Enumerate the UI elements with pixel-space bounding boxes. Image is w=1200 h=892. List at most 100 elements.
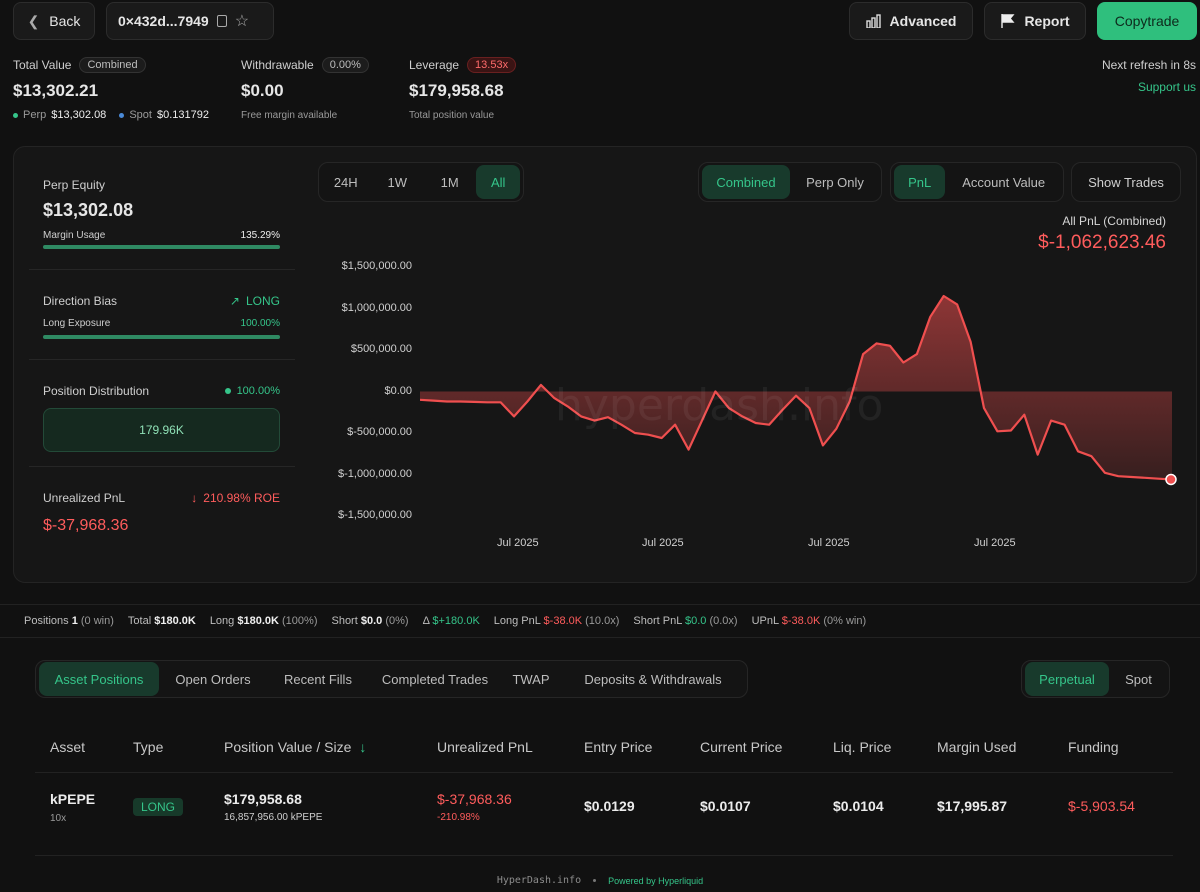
withdrawable-block: Withdrawable 0.00% $0.00 Free margin ava… (241, 57, 369, 121)
unrealized-pnl-section: Unrealized PnL ↓ 210.98% ROE $-37,968.36 (43, 491, 280, 534)
y-tick: $-1,000,000.00 (337, 467, 412, 480)
leverage-badge: 13.53x (467, 57, 517, 73)
footer-site[interactable]: HyperDash.info (496, 875, 582, 886)
range-24h[interactable]: 24H (333, 174, 358, 190)
x-tick: Jul 2025 (642, 537, 684, 549)
divider (35, 772, 1173, 773)
divider (29, 269, 295, 270)
pnl-total: $-1,062,623.46 (1038, 232, 1166, 253)
margin-used: $17,995.87 (937, 798, 1008, 814)
report-button[interactable]: Report (984, 2, 1086, 40)
tab-recent-fills[interactable]: Recent Fills (284, 671, 352, 687)
back-button[interactable]: ❮ Back (13, 2, 95, 40)
col-funding: Funding (1068, 739, 1119, 755)
direction-bias-section: Direction Bias ↗ LONG Long Exposure 100.… (43, 294, 280, 339)
mode-selector: Combined Perp Only (698, 162, 882, 202)
footer-separator (593, 879, 597, 882)
margin-usage-value: 135.29% (240, 230, 280, 241)
flag-icon (1001, 14, 1015, 28)
withdrawable-badge: 0.00% (321, 57, 369, 73)
refresh-countdown: Next refresh in 8s (1101, 58, 1196, 72)
y-tick: $-1,500,000.00 (337, 509, 412, 521)
divider (29, 359, 295, 360)
pnl-chart[interactable] (420, 256, 1180, 526)
tab-asset-positions[interactable]: Asset Positions (39, 662, 159, 696)
pnl-line (420, 294, 1173, 481)
tab-completed-trades[interactable]: Completed Trades (381, 671, 489, 687)
perp-value: $13,302.08 (51, 109, 107, 121)
tab-perpetual[interactable]: Perpetual (1025, 662, 1109, 696)
position-value: $179,958.68 (224, 791, 302, 807)
tab-deposits-withdrawals[interactable]: Deposits & Withdrawals (584, 671, 722, 687)
col-unrealized-pnl: Unrealized PnL (437, 739, 533, 755)
current-price: $0.0107 (700, 798, 751, 814)
y-tick: $500,000.00 (350, 343, 412, 355)
position-distribution-bar[interactable]: 179.96K (43, 408, 280, 452)
position-size: 16,857,956.00 kPEPE (224, 812, 323, 823)
pnl-endpoint[interactable] (1165, 473, 1177, 486)
range-all[interactable]: All (476, 165, 520, 199)
green-dot-icon (224, 388, 231, 394)
tab-open-orders[interactable]: Open Orders (175, 671, 251, 687)
perp-dot (13, 112, 18, 118)
wallet-address: 0×432d...7949 (118, 13, 209, 29)
col-asset: Asset (50, 739, 86, 755)
metric-selector: PnL Account Value (890, 162, 1064, 202)
type-badge: LONG (133, 798, 184, 816)
unrealized-pnl-value: $-37,968.36 (43, 517, 129, 534)
range-1w[interactable]: 1W (387, 174, 407, 190)
col-margin-used: Margin Used (937, 739, 1017, 755)
range-1m[interactable]: 1M (440, 174, 459, 190)
mode-perp-only[interactable]: Perp Only (806, 174, 864, 190)
x-tick: Jul 2025 (497, 537, 539, 549)
y-tick: $1,000,000.00 (341, 301, 412, 314)
direction-bias-value: LONG (245, 294, 280, 308)
asset-leverage: 10x (50, 813, 67, 824)
y-tick: $-500,000.00 (347, 426, 412, 438)
show-trades-button[interactable]: Show Trades (1071, 162, 1181, 202)
total-value-label: Total Value (13, 58, 72, 72)
long-exposure-bar (43, 335, 280, 339)
col-current-price: Current Price (700, 739, 783, 755)
star-icon[interactable]: ☆ (234, 13, 250, 30)
copy-icon[interactable] (216, 15, 227, 27)
tab-twap[interactable]: TWAP (512, 671, 550, 687)
col-entry-price: Entry Price (584, 739, 653, 755)
total-value-block: Total Value Combined $13,302.21 Perp $13… (13, 57, 209, 121)
copytrade-button[interactable]: Copytrade (1097, 2, 1197, 40)
arrow-down-icon: ↓ (191, 491, 198, 505)
tab-spot[interactable]: Spot (1125, 671, 1152, 687)
withdrawable-value: $0.00 (241, 81, 284, 100)
y-tick: $0.00 (384, 384, 412, 397)
chevron-left-icon: ❮ (27, 12, 40, 29)
address-chip[interactable]: 0×432d...7949 ☆ (106, 2, 274, 40)
footer-powered[interactable]: Powered by Hyperliquid (608, 875, 704, 886)
divider (0, 637, 1200, 638)
perp-equity-value: $13,302.08 (43, 200, 134, 220)
col-liq-price: Liq. Price (833, 739, 892, 755)
x-tick: Jul 2025 (974, 537, 1016, 549)
advanced-button[interactable]: Advanced (849, 2, 973, 40)
time-range-selector: 24H 1W 1M All (318, 162, 524, 202)
metric-pnl[interactable]: PnL (894, 165, 946, 199)
long-exposure-value: 100.00% (240, 318, 280, 329)
y-tick: $1,500,000.00 (341, 260, 412, 272)
unrealized-pnl: $-37,968.36 (437, 791, 512, 807)
col-position-value[interactable]: Position Value / Size ↓ (224, 739, 367, 755)
overview-card (13, 146, 1197, 583)
liq-price: $0.0104 (833, 798, 884, 814)
sort-down-icon[interactable]: ↓ (359, 739, 367, 755)
chart-watermark: hyperdash.info (555, 380, 884, 431)
leverage-value: $179,958.68 (409, 81, 504, 100)
support-link[interactable]: Support us (1137, 80, 1196, 94)
metric-account-value[interactable]: Account Value (962, 174, 1046, 190)
market-tabs: Perpetual Spot (1021, 660, 1170, 698)
funding: $-5,903.54 (1068, 798, 1135, 814)
x-tick: Jul 2025 (808, 537, 850, 549)
mode-combined[interactable]: Combined (702, 165, 790, 199)
margin-usage-bar (43, 245, 280, 249)
col-type: Type (133, 739, 164, 755)
spot-dot (119, 112, 125, 118)
leverage-block: Leverage 13.53x $179,958.68 Total positi… (409, 57, 517, 121)
asset-name[interactable]: kPEPE (50, 791, 96, 807)
